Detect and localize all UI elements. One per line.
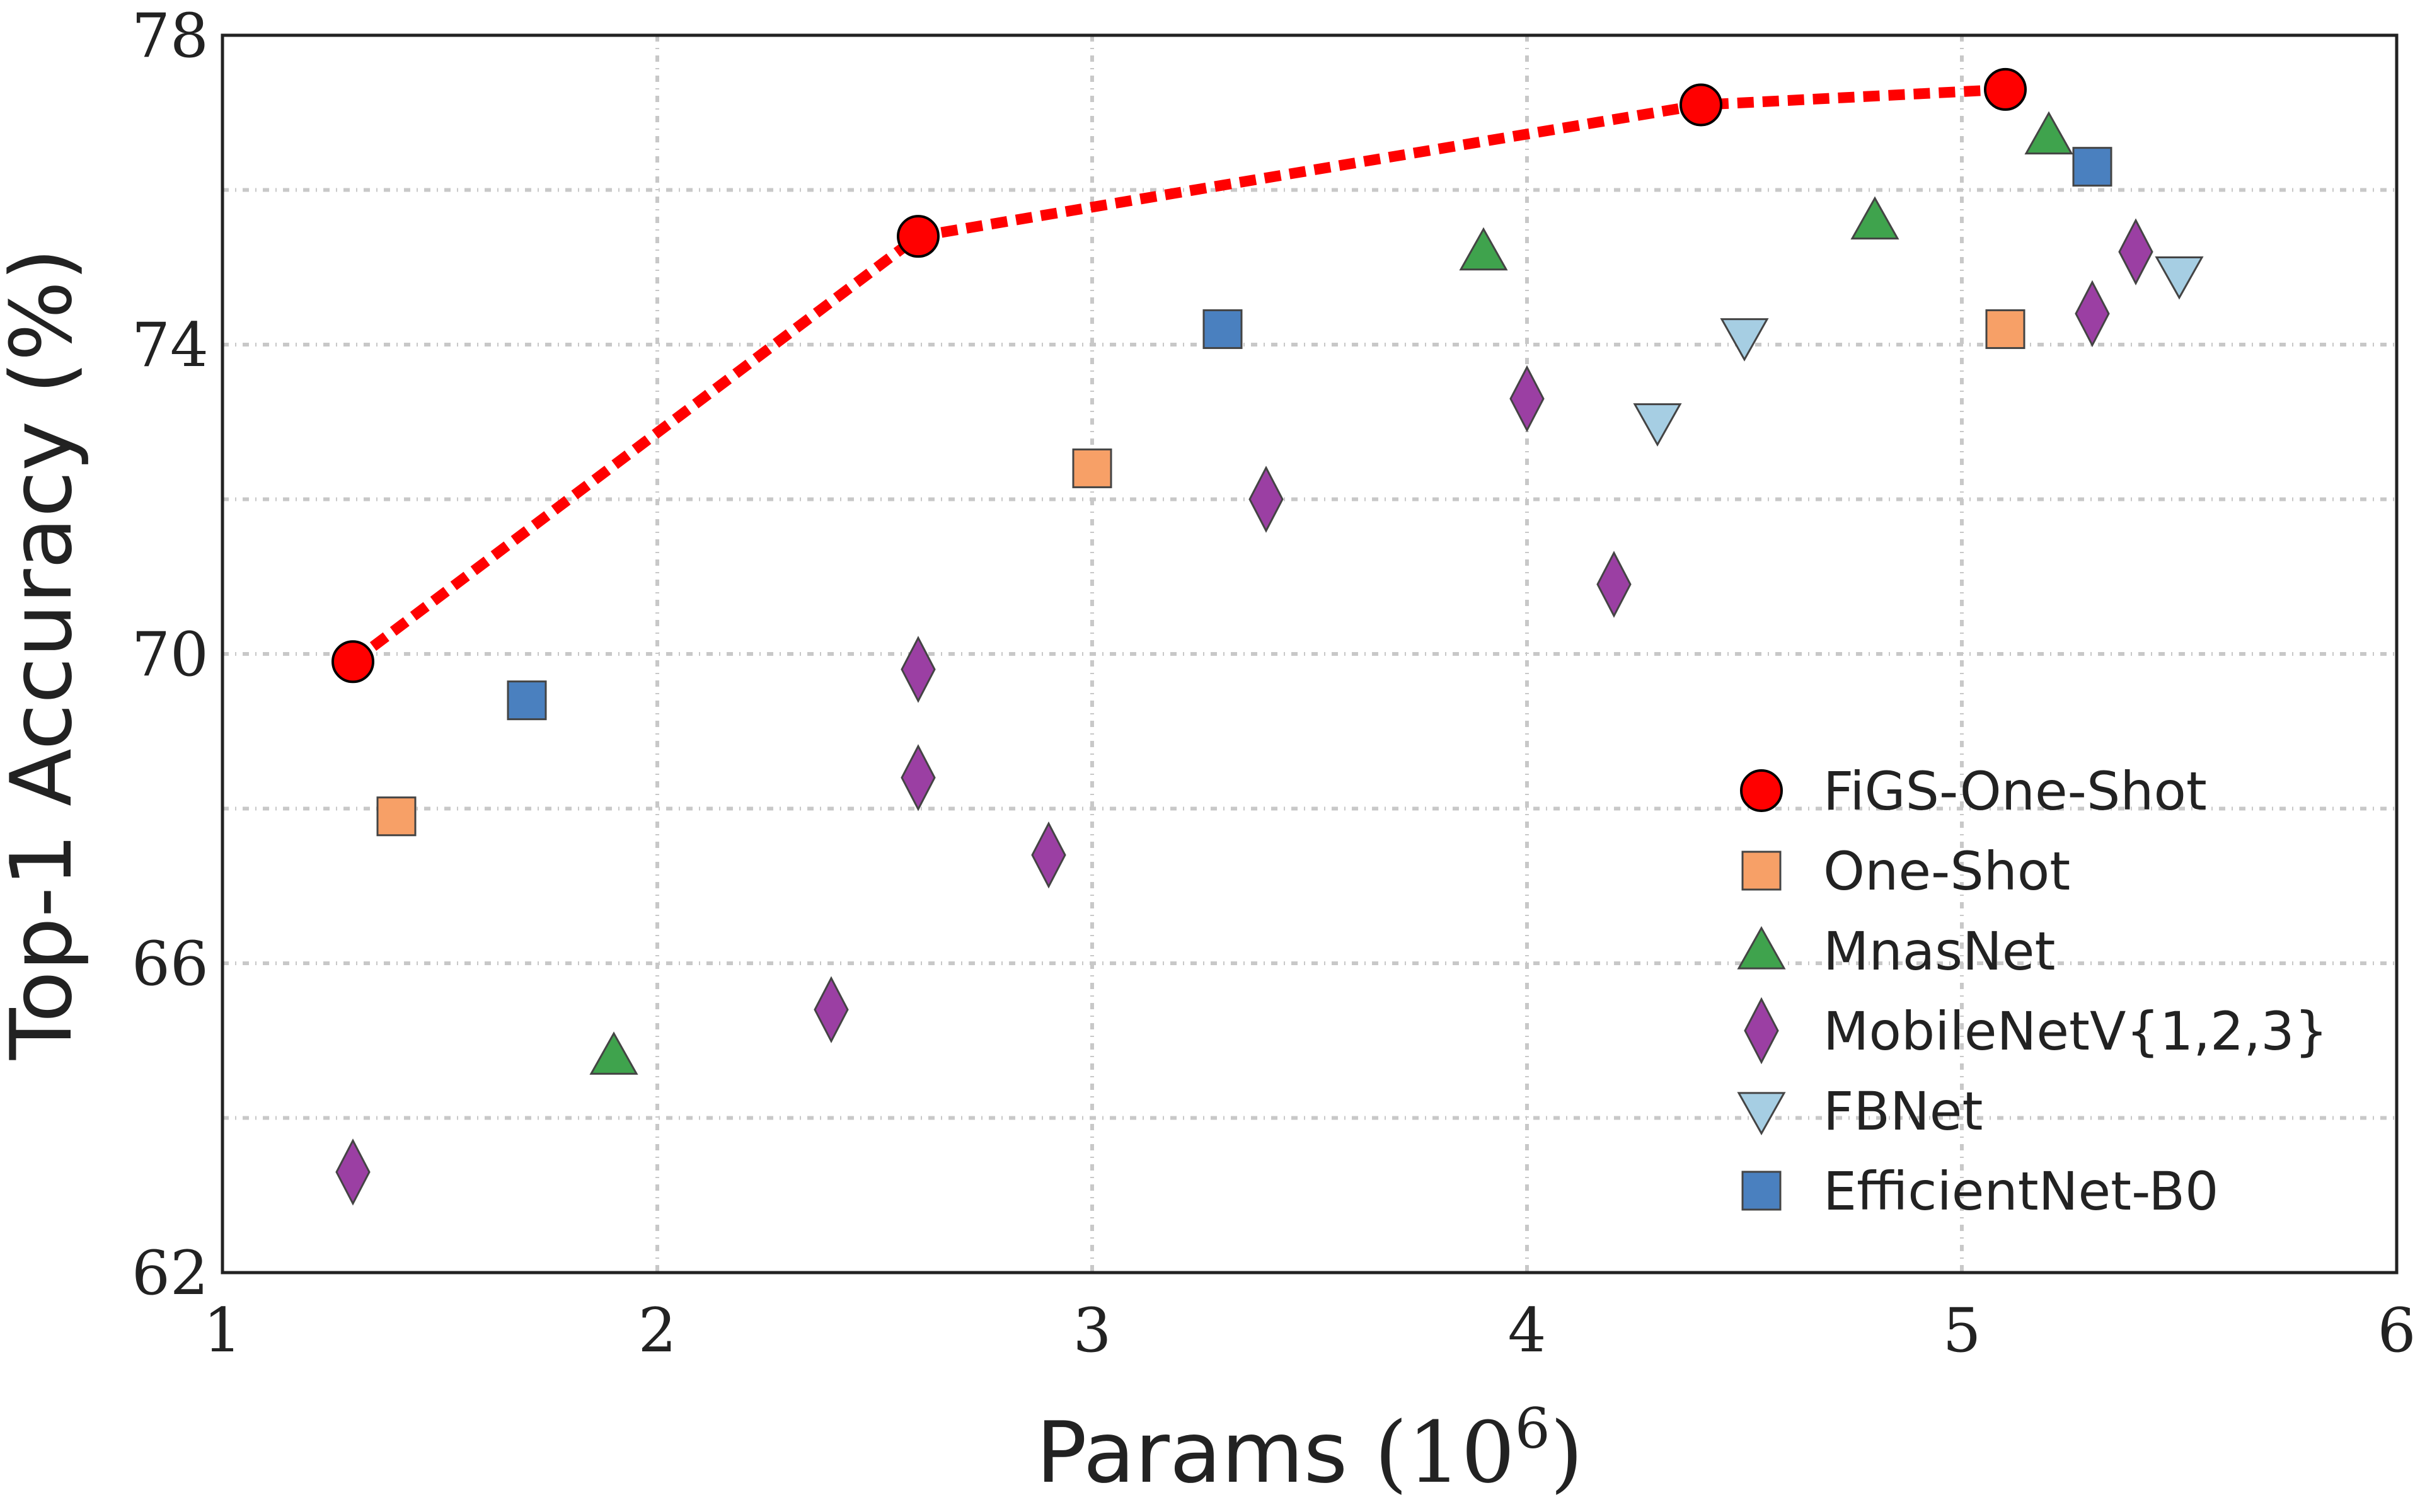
- mobilenetv-1-2-3-point: [1248, 466, 1284, 533]
- mobilenetv-1-2-3-legend-marker: [1744, 997, 1779, 1065]
- x-tick-label: 4: [1507, 1295, 1546, 1366]
- y-axis-ticks: 62 66 70 74 78: [132, 1, 209, 1309]
- y-axis-title: Top-1 Accuracy (%): [0, 248, 91, 1061]
- mnasnet-point: [589, 1031, 638, 1075]
- mobilenetv-1-2-3-point: [2075, 280, 2110, 348]
- x-tick-label: 2: [638, 1295, 676, 1366]
- fbnet-point: [1633, 403, 1682, 447]
- x-tick-label: 5: [1942, 1295, 1981, 1366]
- y-tick-label: 78: [132, 1, 209, 71]
- fbnet-legend-marker: [1737, 1092, 1786, 1136]
- mobilenetv-1-2-3-point: [1596, 551, 1632, 618]
- y-tick-label: 62: [132, 1238, 209, 1309]
- mnasnet-point: [2024, 111, 2073, 155]
- efficientnet-b0-point: [2072, 147, 2112, 187]
- legend-label-figs-one-shot: FiGS-One-Shot: [1823, 760, 2207, 822]
- one-shot-legend-marker: [1741, 850, 1782, 891]
- data-markers: [331, 67, 2204, 1206]
- mobilenetv-1-2-3-point: [335, 1138, 371, 1206]
- fbnet-point: [2155, 256, 2204, 300]
- one-shot-point: [1072, 448, 1112, 488]
- mnasnet-legend-marker: [1737, 925, 1786, 970]
- y-tick-label: 74: [132, 310, 209, 381]
- x-tick-label: 1: [203, 1295, 241, 1366]
- legend-label-mnasnet: MnasNet: [1823, 920, 2055, 982]
- mobilenetv-1-2-3-point: [2118, 218, 2153, 285]
- figs-one-shot-trend-line: [349, 84, 2006, 667]
- y-tick-label: 70: [132, 619, 209, 690]
- x-tick-label: 6: [2377, 1295, 2416, 1366]
- one-shot-point: [1985, 309, 2025, 349]
- x-axis-title: Params (106): [1036, 1396, 1583, 1502]
- legend-label-one-shot: One-Shot: [1823, 840, 2070, 902]
- mobilenetv-1-2-3-point: [1031, 821, 1066, 889]
- mobilenetv-1-2-3-point: [814, 976, 849, 1043]
- efficientnet-b0-legend-marker: [1741, 1171, 1782, 1211]
- legend: FiGS-One-Shot One-Shot MnasNet MobileNetV{1…: [1737, 760, 2328, 1222]
- figs-one-shot-point: [1680, 83, 1722, 127]
- grid: [222, 35, 2397, 1273]
- fbnet-point: [1720, 318, 1769, 362]
- mobilenetv-1-2-3-point: [901, 744, 936, 811]
- mobilenetv-1-2-3-point: [901, 636, 936, 703]
- figs-one-shot-point: [331, 640, 374, 684]
- y-tick-label: 66: [132, 929, 209, 999]
- legend-label-mobilenetv-1-2-3: MobileNetV{1,2,3}: [1823, 1000, 2328, 1062]
- figs-one-shot-point: [1984, 67, 2027, 111]
- mobilenetv-1-2-3-point: [1509, 365, 1545, 433]
- plot-frame: [221, 33, 2399, 1274]
- x-tick-label: 3: [1073, 1295, 1111, 1366]
- mnasnet-point: [1459, 227, 1508, 271]
- x-axis-ticks: 1 2 3 4 5 6: [203, 1295, 2416, 1366]
- one-shot-point: [376, 796, 417, 837]
- legend-label-efficientnet-b0: EfficientNet-B0: [1823, 1160, 2219, 1222]
- efficientnet-b0-point: [1202, 309, 1243, 349]
- figs-one-shot-point: [897, 215, 940, 258]
- efficientnet-b0-point: [507, 680, 547, 721]
- legend-label-fbnet: FBNet: [1823, 1080, 1983, 1142]
- figs-one-shot-legend-marker: [1740, 769, 1783, 812]
- mnasnet-point: [1850, 196, 1899, 240]
